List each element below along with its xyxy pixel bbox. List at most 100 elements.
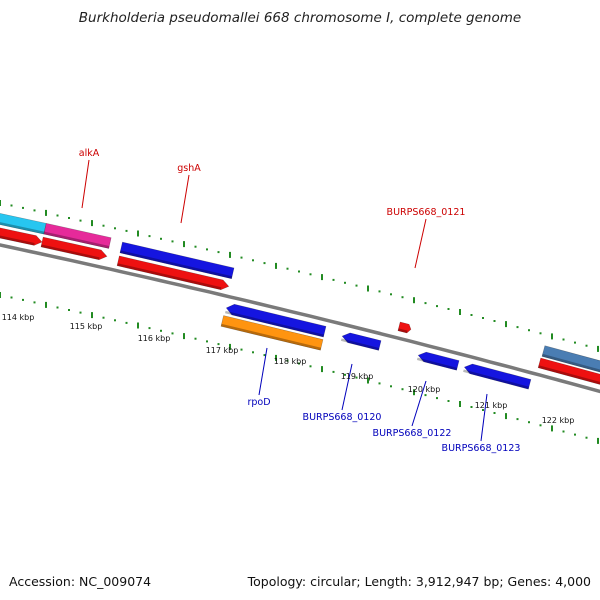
tick-mark bbox=[516, 418, 519, 421]
tick-mark bbox=[68, 217, 70, 219]
tick-mark bbox=[10, 296, 13, 299]
tick-mark bbox=[585, 344, 588, 347]
tick-mark bbox=[344, 281, 346, 284]
tick-mark bbox=[436, 397, 438, 400]
tick-mark bbox=[0, 292, 1, 298]
tick-mark bbox=[574, 433, 576, 436]
tick-mark bbox=[263, 354, 266, 357]
tick-mark bbox=[401, 296, 404, 299]
tick-mark bbox=[597, 345, 599, 352]
tick-mark bbox=[413, 297, 415, 304]
tick-mark bbox=[390, 293, 392, 296]
scale-tick-label: 114 kbp bbox=[2, 313, 35, 322]
tick-mark bbox=[286, 267, 289, 270]
tick-mark bbox=[367, 377, 369, 384]
tick-mark bbox=[160, 237, 162, 240]
tick-mark bbox=[332, 278, 335, 281]
tick-mark bbox=[148, 235, 151, 238]
tick-mark bbox=[33, 209, 36, 212]
tick-mark bbox=[309, 365, 312, 368]
tick-mark bbox=[194, 245, 197, 248]
tick-mark bbox=[91, 220, 93, 227]
gene-labels: alkA gshA BURPS668_0121 rpoD BURPS668_0120 BU… bbox=[79, 148, 521, 454]
tick-mark bbox=[137, 230, 139, 237]
tick-mark bbox=[79, 311, 82, 314]
feature-red-1 bbox=[0, 225, 43, 246]
tick-mark bbox=[217, 343, 220, 346]
tick-mark bbox=[447, 400, 450, 402]
tick-mark bbox=[459, 309, 461, 315]
scale-tick-label: 118 kbp bbox=[274, 357, 307, 366]
feature-rpoD bbox=[220, 315, 324, 351]
tick-mark bbox=[459, 401, 461, 407]
tick-mark bbox=[378, 382, 381, 385]
tick-mark bbox=[551, 333, 553, 340]
tick-mark bbox=[240, 256, 243, 259]
gene-label-leader bbox=[81, 159, 90, 209]
tick-mark bbox=[125, 321, 128, 324]
tick-mark bbox=[413, 389, 415, 396]
tick-mark bbox=[160, 329, 162, 332]
map-title: Burkholderia pseudomallei 668 chromosome… bbox=[78, 10, 522, 26]
tick-mark bbox=[539, 332, 542, 335]
scale-tick-label: 117 kbp bbox=[206, 346, 239, 355]
tick-mark bbox=[321, 366, 323, 373]
tick-mark bbox=[332, 370, 335, 373]
gene-label-leader bbox=[341, 363, 353, 411]
tick-mark bbox=[148, 327, 151, 330]
features bbox=[0, 211, 600, 390]
tick-mark bbox=[275, 262, 277, 269]
scale-tick-label: 115 kbp bbox=[70, 322, 103, 331]
gene-label: BURPS668_0123 bbox=[442, 443, 521, 454]
tick-mark bbox=[91, 312, 93, 319]
tick-mark bbox=[424, 302, 427, 305]
gene-label: gshA bbox=[177, 163, 201, 174]
gene-label-leader bbox=[480, 393, 488, 442]
tick-mark bbox=[252, 351, 254, 354]
tick-mark bbox=[298, 270, 300, 273]
tick-mark bbox=[10, 204, 13, 207]
tick-mark bbox=[229, 251, 231, 258]
tick-mark bbox=[206, 340, 208, 343]
gene-label-leader bbox=[411, 380, 427, 427]
tick-mark bbox=[505, 321, 507, 328]
tick-mark bbox=[114, 319, 116, 322]
tick-mark bbox=[286, 359, 289, 362]
feature-BURPS668_0122 bbox=[416, 351, 460, 371]
tick-mark bbox=[505, 413, 507, 420]
feature-rpoD-blue bbox=[225, 303, 327, 338]
tick-mark bbox=[68, 309, 70, 311]
gene-label: BURPS668_0121 bbox=[387, 207, 466, 218]
tick-mark bbox=[424, 394, 427, 397]
tick-mark bbox=[79, 219, 82, 222]
feature-BURPS668_0123 bbox=[463, 363, 532, 390]
tick-mark bbox=[574, 341, 576, 344]
feature-BURPS668_0120 bbox=[340, 332, 382, 351]
tick-mark bbox=[240, 348, 243, 351]
tick-mark bbox=[493, 412, 496, 414]
gene-label-leader bbox=[258, 347, 268, 396]
tick-mark bbox=[45, 301, 47, 308]
tick-mark bbox=[45, 209, 47, 216]
tick-mark bbox=[401, 388, 404, 391]
tick-mark bbox=[551, 425, 553, 432]
tick-mark bbox=[447, 308, 450, 310]
tick-mark bbox=[528, 421, 530, 424]
feature-BURPS668_0121 bbox=[397, 321, 412, 334]
tick-mark bbox=[125, 229, 128, 232]
accession-text: Accession: NC_009074 bbox=[9, 574, 152, 589]
tick-mark bbox=[493, 320, 496, 322]
genome-summary-text: Topology: circular; Length: 3,912,947 bp… bbox=[247, 574, 591, 589]
tick-mark bbox=[390, 385, 392, 388]
tick-dots bbox=[0, 200, 599, 444]
tick-mark bbox=[22, 206, 24, 209]
feature-cyan bbox=[0, 211, 47, 235]
tick-mark bbox=[309, 273, 312, 276]
tick-mark bbox=[171, 240, 174, 243]
tick-mark bbox=[275, 354, 277, 361]
tick-mark bbox=[344, 373, 346, 376]
tick-mark bbox=[183, 333, 185, 340]
tick-mark bbox=[56, 214, 59, 217]
feature-red-4 bbox=[537, 357, 600, 386]
